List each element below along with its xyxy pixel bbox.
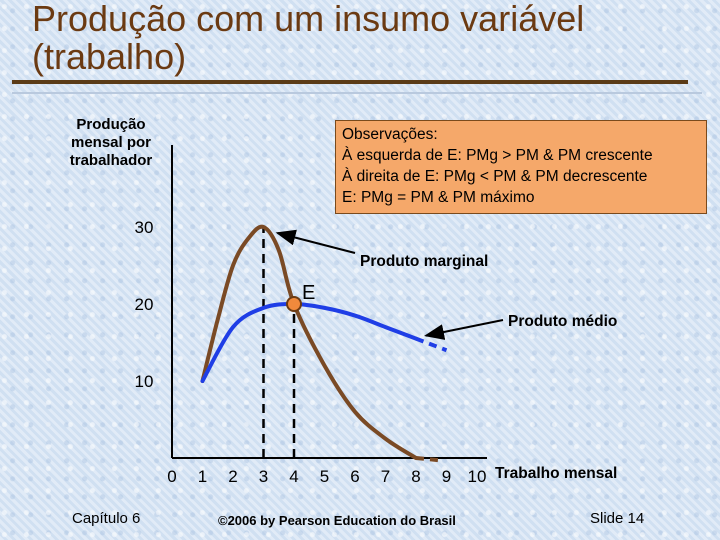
point-e-label: E — [302, 282, 315, 304]
x-tick-label: 0 — [167, 467, 176, 486]
x-tick-label: 7 — [381, 467, 390, 486]
y-tick-label: 30 — [135, 218, 154, 237]
x-tick-label: 9 — [442, 467, 451, 486]
marginal-product-curve — [200, 224, 418, 460]
x-tick-label: 8 — [411, 467, 420, 486]
x-tick-label: 2 — [228, 467, 237, 486]
notes-heading: Observações: — [342, 126, 438, 143]
footer-slide-number: Slide 14 — [590, 510, 645, 527]
average-product-arrow — [424, 319, 504, 340]
notes-line-right: À direita de E: PMg < PM & PM decrescent… — [342, 168, 648, 185]
x-tick-label: 1 — [198, 467, 207, 486]
notes-box: Observações: À esquerda de E: PMg > PM &… — [335, 120, 707, 214]
x-tick-label: 10 — [468, 467, 487, 486]
y-axis-label: Produção mensal por trabalhador — [69, 116, 153, 169]
x-axis-label: Trabalho mensal — [495, 465, 617, 482]
y-tick-label: 10 — [135, 372, 154, 391]
x-tick-label: 5 — [320, 467, 329, 486]
marginal-product-arrow — [275, 229, 356, 254]
marginal-product-extension — [415, 456, 441, 463]
x-tick-label: 4 — [289, 467, 298, 486]
average-product-curve — [200, 301, 418, 383]
footer-chapter: Capítulo 6 — [72, 510, 141, 527]
footer-copyright: ©2006 by Pearson Education do Brasil — [218, 513, 456, 528]
marginal-product-label: Produto marginal — [360, 253, 488, 270]
title-underline-secondary — [12, 92, 702, 94]
x-tick-label: 3 — [259, 467, 268, 486]
average-product-extension — [415, 336, 448, 353]
notes-line-left: À esquerda de E: PMg > PM & PM crescente — [342, 147, 653, 164]
point-e-marker — [286, 296, 302, 312]
x-tick-label: 6 — [350, 467, 359, 486]
slide-title: Produção com um insumo variável (trabalh… — [32, 0, 585, 77]
notes-line-equal: E: PMg = PM & PM máximo — [342, 189, 535, 206]
title-underline — [12, 80, 688, 84]
average-product-label: Produto médio — [508, 313, 617, 330]
y-tick-label: 20 — [135, 295, 154, 314]
